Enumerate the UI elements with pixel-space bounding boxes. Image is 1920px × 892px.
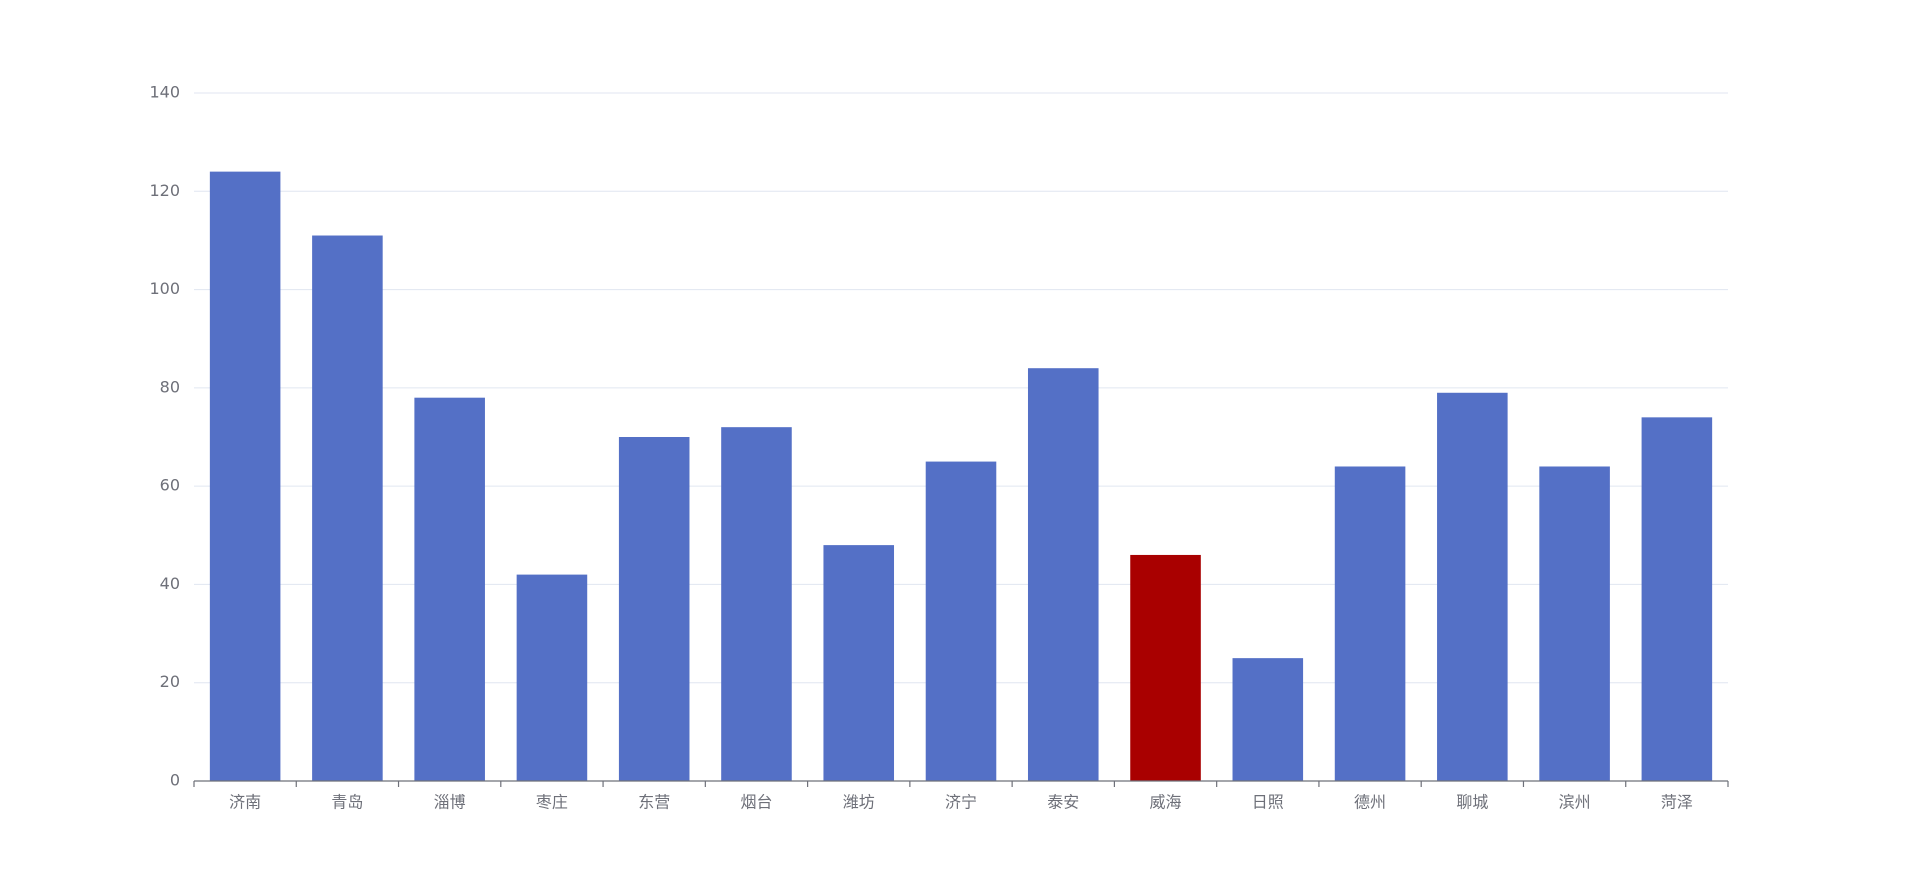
bar	[1437, 392, 1508, 781]
x-tick-label: 日照	[1252, 793, 1284, 812]
bar	[312, 235, 383, 781]
x-tick-label: 济宁	[945, 793, 977, 812]
bar	[209, 171, 281, 782]
y-tick-label: 140	[149, 83, 180, 102]
x-tick-label: 滨州	[1559, 793, 1591, 812]
x-tick-label: 泰安	[1047, 793, 1079, 812]
bar	[1130, 554, 1201, 781]
y-tick-label: 20	[160, 672, 180, 691]
y-tick-label: 0	[170, 771, 180, 790]
x-tick-label: 青岛	[331, 793, 363, 812]
x-tick-label: 烟台	[740, 793, 772, 812]
bar	[1641, 417, 1713, 781]
x-tick-label: 聊城	[1456, 793, 1488, 812]
x-tick-label: 菏泽	[1661, 793, 1693, 812]
x-tick-label: 威海	[1150, 793, 1182, 812]
bar	[721, 427, 792, 781]
bar	[1232, 658, 1304, 781]
y-tick-label: 60	[160, 476, 180, 495]
x-tick-label: 东营	[638, 793, 670, 812]
x-tick-label: 德州	[1354, 793, 1386, 812]
bar	[925, 461, 997, 781]
y-tick-label: 100	[149, 279, 180, 298]
x-tick-label: 济南	[229, 793, 261, 812]
bar	[414, 397, 485, 781]
y-tick-label: 80	[160, 377, 180, 396]
bar	[1027, 368, 1099, 781]
bar	[823, 545, 895, 781]
y-tick-label: 120	[149, 181, 180, 200]
bar	[1334, 466, 1406, 781]
y-tick-label: 40	[160, 574, 180, 593]
x-tick-label: 淄博	[434, 793, 466, 812]
x-tick-label: 潍坊	[843, 793, 875, 812]
x-tick-label: 枣庄	[536, 793, 568, 812]
bar	[516, 574, 588, 781]
bar	[618, 437, 690, 781]
bar	[1539, 466, 1610, 781]
